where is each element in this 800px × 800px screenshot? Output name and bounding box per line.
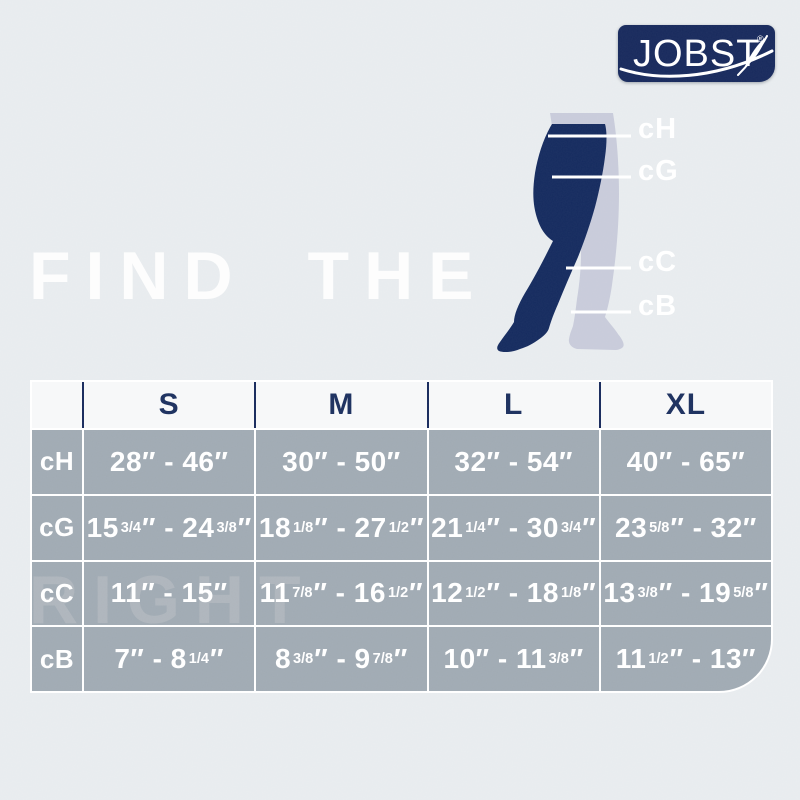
cell-cC-s: 11″ - 15″ [82, 559, 255, 626]
column-header-s: S [82, 382, 255, 428]
cell-cB-l: 10″ - 11 3/8 ″ [426, 625, 599, 691]
cell-cB-s: 7″ - 8 1/4 ″ [82, 625, 255, 691]
cell-cH-s: 28″ - 46″ [82, 428, 255, 494]
cell-cH-m: 30″ - 50″ [254, 428, 427, 494]
cell-cC-m: 11 7/8 ″ - 16 1/2 ″ [254, 559, 427, 626]
cell-cG-s: 15 3/4 ″ - 24 3/8 ″ [82, 493, 255, 560]
title-line-1: FIND THE [29, 238, 489, 314]
cell-cB-m: 8 3/8 ″ - 9 7/8 ″ [254, 625, 427, 691]
cell-cB-xl: 11 1/2 ″ - 13″ [598, 625, 771, 691]
row-label-cH: cH [32, 428, 82, 494]
measurement-label-cG: cG [638, 155, 679, 187]
cell-cH-xl: 40″ - 65″ [598, 428, 771, 494]
jobst-logo-wordmark: JOBST [633, 33, 761, 75]
measurement-label-cC: cC [638, 246, 678, 278]
cell-cH-l: 32″ - 54″ [426, 428, 599, 494]
cell-cC-l: 12 1/2 ″ - 18 1/8 ″ [426, 559, 599, 626]
row-label-cC: cC [32, 559, 82, 626]
row-label-cB: cB [32, 625, 82, 691]
cell-cG-xl: 23 5/8 ″ - 32″ [598, 493, 771, 560]
cell-cG-m: 18 1/8 ″ - 27 1/2 ″ [254, 493, 427, 560]
cell-cG-l: 21 1/4 ″ - 30 3/4 ″ [426, 493, 599, 560]
registered-trademark-symbol: ® [757, 34, 764, 44]
jobst-logo: JOBST ® [618, 25, 775, 82]
measurement-label-cB: cB [638, 290, 678, 322]
column-header-l: L [426, 382, 599, 428]
measurement-label-cH: cH [638, 113, 678, 145]
column-header-m: M [254, 382, 427, 428]
legs-diagram [497, 113, 631, 353]
row-label-cG: cG [32, 493, 82, 560]
cell-cC-xl: 13 3/8 ″ - 19 5/8 ″ [598, 559, 771, 626]
table-corner-cell [32, 382, 82, 428]
size-chart-table: S M L XL cH 28″ - 46″ 30″ - 50″ 32″ - 54… [30, 380, 773, 693]
column-header-xl: XL [598, 382, 771, 428]
